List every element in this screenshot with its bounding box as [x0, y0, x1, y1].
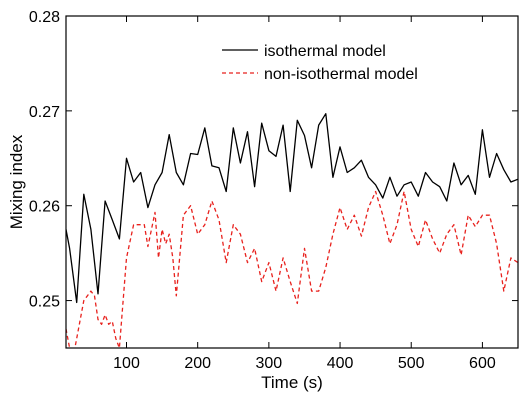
x-tick-label: 500 — [398, 355, 425, 372]
y-tick-label: 0.28 — [29, 9, 60, 26]
y-axis-title: Mixing index — [7, 134, 26, 229]
y-tick-label: 0.27 — [29, 104, 60, 121]
series-layer — [66, 113, 518, 348]
y-tick-label: 0.25 — [29, 294, 60, 311]
legend-box — [210, 34, 442, 86]
x-tick-label: 100 — [113, 355, 140, 372]
x-tick-label: 600 — [469, 355, 496, 372]
x-tick-label: 200 — [184, 355, 211, 372]
legend-label-isothermal: isothermal model — [264, 43, 386, 60]
tick-layer: 100 200 300 400 500 600 0.25 0.26 0.27 0.28 — [29, 9, 518, 372]
plot-frame — [65, 15, 519, 349]
series-line-isothermal — [66, 113, 518, 304]
x-tick-label: 400 — [327, 355, 354, 372]
y-tick-label: 0.26 — [29, 199, 60, 216]
x-tick-label: 300 — [256, 355, 283, 372]
x-axis-title: Time (s) — [261, 373, 323, 392]
series-line-non-isothermal — [66, 190, 518, 348]
legend: isothermal model non-isothermal model — [210, 34, 442, 86]
legend-label-non-isothermal: non-isothermal model — [264, 66, 418, 83]
